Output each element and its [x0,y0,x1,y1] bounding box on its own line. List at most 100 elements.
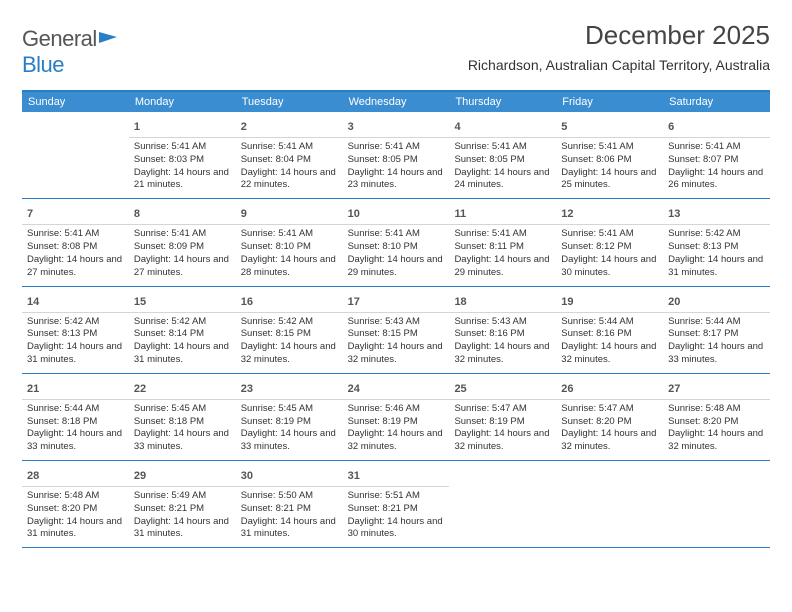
daylight-line: Daylight: 14 hours and 21 minutes. [134,167,231,193]
day-cell: 2Sunrise: 5:41 AMSunset: 8:04 PMDaylight… [236,112,343,198]
daylight-line: Daylight: 14 hours and 26 minutes. [668,167,765,193]
sunrise-line: Sunrise: 5:42 AM [241,316,338,329]
daylight-line: Daylight: 14 hours and 33 minutes. [134,428,231,454]
day-cell: 21Sunrise: 5:44 AMSunset: 8:18 PMDayligh… [22,374,129,460]
day-number-row: 8 [129,202,236,225]
daylight-line: Daylight: 14 hours and 28 minutes. [241,254,338,280]
day-number-row: 6 [663,115,770,138]
sunset-line: Sunset: 8:13 PM [27,328,124,341]
day-number: 4 [454,121,460,133]
day-number-row: 30 [236,464,343,487]
daylight-line: Daylight: 14 hours and 32 minutes. [668,428,765,454]
sunrise-line: Sunrise: 5:41 AM [561,141,658,154]
day-number: 18 [454,296,466,308]
sunrise-line: Sunrise: 5:45 AM [134,403,231,416]
day-number: 13 [668,208,680,220]
daylight-line: Daylight: 14 hours and 30 minutes. [348,516,445,542]
weekday-header: Thursday [449,92,556,112]
day-cell: 10Sunrise: 5:41 AMSunset: 8:10 PMDayligh… [343,199,450,285]
day-number-row: 7 [22,202,129,225]
day-cell: 25Sunrise: 5:47 AMSunset: 8:19 PMDayligh… [449,374,556,460]
sunset-line: Sunset: 8:04 PM [241,154,338,167]
flag-icon [99,26,117,52]
sunrise-line: Sunrise: 5:43 AM [454,316,551,329]
month-title: December 2025 [468,20,770,51]
day-number-row: 14 [22,290,129,313]
day-cell: 30Sunrise: 5:50 AMSunset: 8:21 PMDayligh… [236,461,343,547]
day-number: 19 [561,296,573,308]
day-number: 5 [561,121,567,133]
week-row: 28Sunrise: 5:48 AMSunset: 8:20 PMDayligh… [22,461,770,548]
sunset-line: Sunset: 8:11 PM [454,241,551,254]
sunrise-line: Sunrise: 5:41 AM [27,228,124,241]
sunrise-line: Sunrise: 5:51 AM [348,490,445,503]
week-row: 7Sunrise: 5:41 AMSunset: 8:08 PMDaylight… [22,199,770,286]
day-number: 12 [561,208,573,220]
daylight-line: Daylight: 14 hours and 32 minutes. [348,428,445,454]
day-cell: 5Sunrise: 5:41 AMSunset: 8:06 PMDaylight… [556,112,663,198]
sunrise-line: Sunrise: 5:41 AM [241,228,338,241]
brand-logo: GeneralBlue [22,20,120,78]
sunset-line: Sunset: 8:06 PM [561,154,658,167]
sunrise-line: Sunrise: 5:46 AM [348,403,445,416]
sunset-line: Sunset: 8:18 PM [134,416,231,429]
week-row: 21Sunrise: 5:44 AMSunset: 8:18 PMDayligh… [22,374,770,461]
sunset-line: Sunset: 8:21 PM [241,503,338,516]
sunset-line: Sunset: 8:15 PM [241,328,338,341]
sunrise-line: Sunrise: 5:42 AM [668,228,765,241]
day-number: 22 [134,383,146,395]
day-cell [663,461,770,547]
daylight-line: Daylight: 14 hours and 32 minutes. [561,428,658,454]
day-number: 25 [454,383,466,395]
day-number-row: 28 [22,464,129,487]
sunrise-line: Sunrise: 5:41 AM [454,228,551,241]
sunrise-line: Sunrise: 5:48 AM [27,490,124,503]
day-number: 26 [561,383,573,395]
day-number: 8 [134,208,140,220]
day-number-row: 25 [449,377,556,400]
day-number: 16 [241,296,253,308]
page-header: GeneralBlue December 2025 Richardson, Au… [22,20,770,78]
sunset-line: Sunset: 8:13 PM [668,241,765,254]
day-cell: 23Sunrise: 5:45 AMSunset: 8:19 PMDayligh… [236,374,343,460]
brand-name-b: Blue [22,52,64,77]
day-cell: 15Sunrise: 5:42 AMSunset: 8:14 PMDayligh… [129,287,236,373]
day-number-row: 5 [556,115,663,138]
sunrise-line: Sunrise: 5:41 AM [561,228,658,241]
day-number-row: 31 [343,464,450,487]
day-number-row: 23 [236,377,343,400]
daylight-line: Daylight: 14 hours and 22 minutes. [241,167,338,193]
daylight-line: Daylight: 14 hours and 30 minutes. [561,254,658,280]
day-number: 20 [668,296,680,308]
daylight-line: Daylight: 14 hours and 27 minutes. [134,254,231,280]
day-cell: 24Sunrise: 5:46 AMSunset: 8:19 PMDayligh… [343,374,450,460]
weeks-container: 1Sunrise: 5:41 AMSunset: 8:03 PMDaylight… [22,112,770,548]
daylight-line: Daylight: 14 hours and 33 minutes. [668,341,765,367]
sunrise-line: Sunrise: 5:44 AM [27,403,124,416]
day-number-row: 29 [129,464,236,487]
day-number-row: 13 [663,202,770,225]
day-cell: 20Sunrise: 5:44 AMSunset: 8:17 PMDayligh… [663,287,770,373]
sunset-line: Sunset: 8:05 PM [348,154,445,167]
daylight-line: Daylight: 14 hours and 29 minutes. [454,254,551,280]
day-number: 15 [134,296,146,308]
day-cell: 29Sunrise: 5:49 AMSunset: 8:21 PMDayligh… [129,461,236,547]
day-number-row: 16 [236,290,343,313]
day-cell: 16 Sunrise: 5:42 AMSunset: 8:15 PMDayligh… [236,287,343,373]
daylight-line: Daylight: 14 hours and 32 minutes. [241,341,338,367]
day-cell [449,461,556,547]
day-number-row: 19 [556,290,663,313]
day-number-row: 15 [129,290,236,313]
daylight-line: Daylight: 14 hours and 33 minutes. [241,428,338,454]
calendar-page: GeneralBlue December 2025 Richardson, Au… [0,0,792,568]
day-number: 30 [241,470,253,482]
daylight-line: Daylight: 14 hours and 32 minutes. [348,341,445,367]
daylight-line: Daylight: 14 hours and 32 minutes. [454,428,551,454]
sunrise-line: Sunrise: 5:41 AM [348,228,445,241]
sunrise-line: Sunrise: 5:43 AM [348,316,445,329]
weekday-header: Sunday [22,92,129,112]
brand-name-a: General [22,26,97,51]
sunset-line: Sunset: 8:18 PM [27,416,124,429]
day-cell: 31Sunrise: 5:51 AMSunset: 8:21 PMDayligh… [343,461,450,547]
sunrise-line: Sunrise: 5:50 AM [241,490,338,503]
